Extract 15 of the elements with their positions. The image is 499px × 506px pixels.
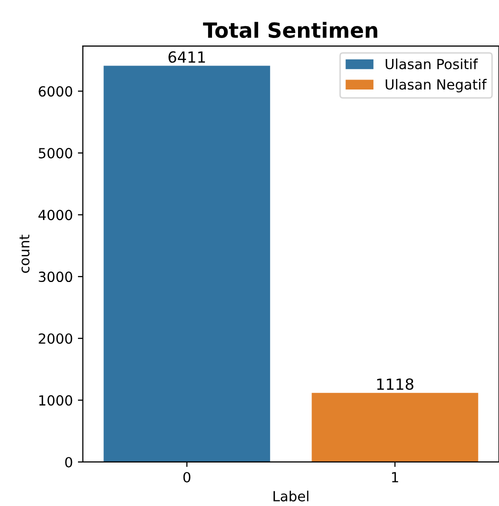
- y-axis-title: count: [20, 234, 30, 273]
- y-tick-label: 4000: [38, 210, 72, 220]
- y-tick-label: 5000: [38, 148, 72, 158]
- y-tick-label: 0: [65, 456, 72, 468]
- y-tick-label: 1000: [39, 395, 72, 406]
- x-tick-label: 1: [392, 472, 398, 482]
- legend-label: Ulasan Negatif: [386, 78, 487, 92]
- y-tick-label: 2000: [38, 333, 72, 344]
- x-axis-title: Label: [274, 490, 308, 502]
- chart-title: Total Sentimen: [203, 22, 378, 38]
- data-label: 6411: [168, 51, 205, 63]
- y-tick-label: 3000: [38, 272, 72, 282]
- y-tick-label: 6000: [38, 86, 72, 97]
- legend-label: Ulasan Positif: [386, 58, 478, 70]
- data-label: 1118: [377, 378, 414, 390]
